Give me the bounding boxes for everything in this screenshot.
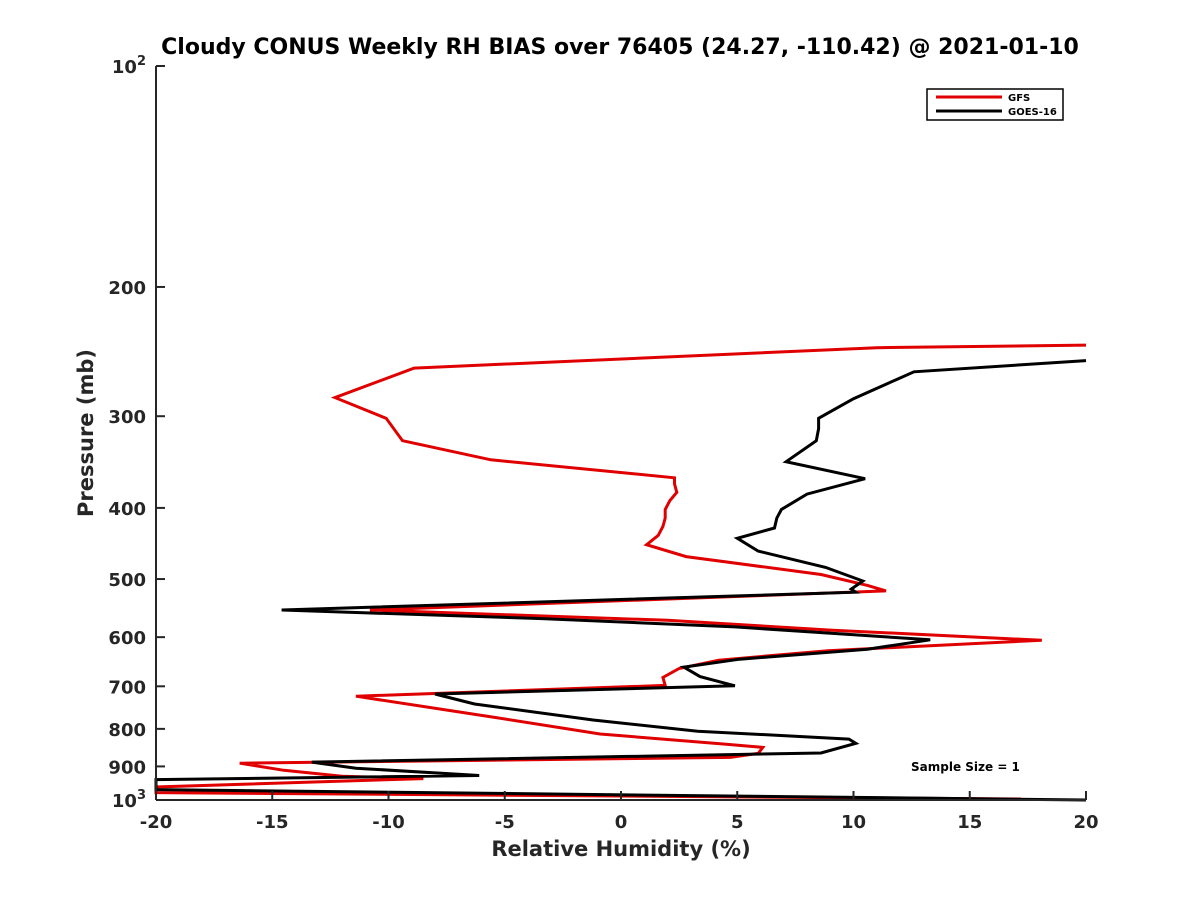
x-tick-label: 0 xyxy=(615,812,628,833)
x-tick-label: 5 xyxy=(731,812,744,833)
x-tick-label: -15 xyxy=(256,812,289,833)
y-tick-label: 700 xyxy=(108,677,146,698)
x-ticks: -20 -15 -10 -5 0 5 10 15 20 xyxy=(140,791,1099,833)
y-axis-label: Pressure (mb) xyxy=(74,349,98,517)
y-tick-label: 400 xyxy=(108,499,146,520)
y-tick-label: 500 xyxy=(108,570,146,591)
legend: GFS GOES-16 xyxy=(926,88,1064,121)
x-tick-label: -10 xyxy=(372,812,405,833)
series-line-goes16 xyxy=(154,359,1087,802)
x-axis-label: Relative Humidity (%) xyxy=(491,837,750,861)
y-ticks: 200 300 400 500 600 700 800 900 102 103 xyxy=(108,54,165,812)
x-tick-label: 15 xyxy=(957,812,982,833)
y-tick-label: 900 xyxy=(108,757,146,778)
x-tick-label: 20 xyxy=(1073,812,1098,833)
legend-label-gfs: GFS xyxy=(1008,93,1030,104)
x-tick-label: -20 xyxy=(140,812,173,833)
y-tick-label-power: 103 xyxy=(112,788,146,812)
legend-box xyxy=(926,88,1064,121)
x-tick-label: -5 xyxy=(495,812,515,833)
x-tick-label: 10 xyxy=(841,812,866,833)
chart-title: Cloudy CONUS Weekly RH BIAS over 76405 (… xyxy=(161,35,1079,60)
y-tick-label: 600 xyxy=(108,628,146,649)
series-line-gfs xyxy=(154,343,1087,801)
y-tick-label: 200 xyxy=(108,278,146,299)
y-tick-label: 800 xyxy=(108,720,146,741)
series-layer xyxy=(154,343,1087,802)
y-tick-label: 300 xyxy=(108,407,146,428)
legend-label-goes16: GOES-16 xyxy=(1008,107,1057,118)
y-tick-label-power: 102 xyxy=(112,54,146,78)
sample-size-annotation: Sample Size = 1 xyxy=(911,760,1020,774)
